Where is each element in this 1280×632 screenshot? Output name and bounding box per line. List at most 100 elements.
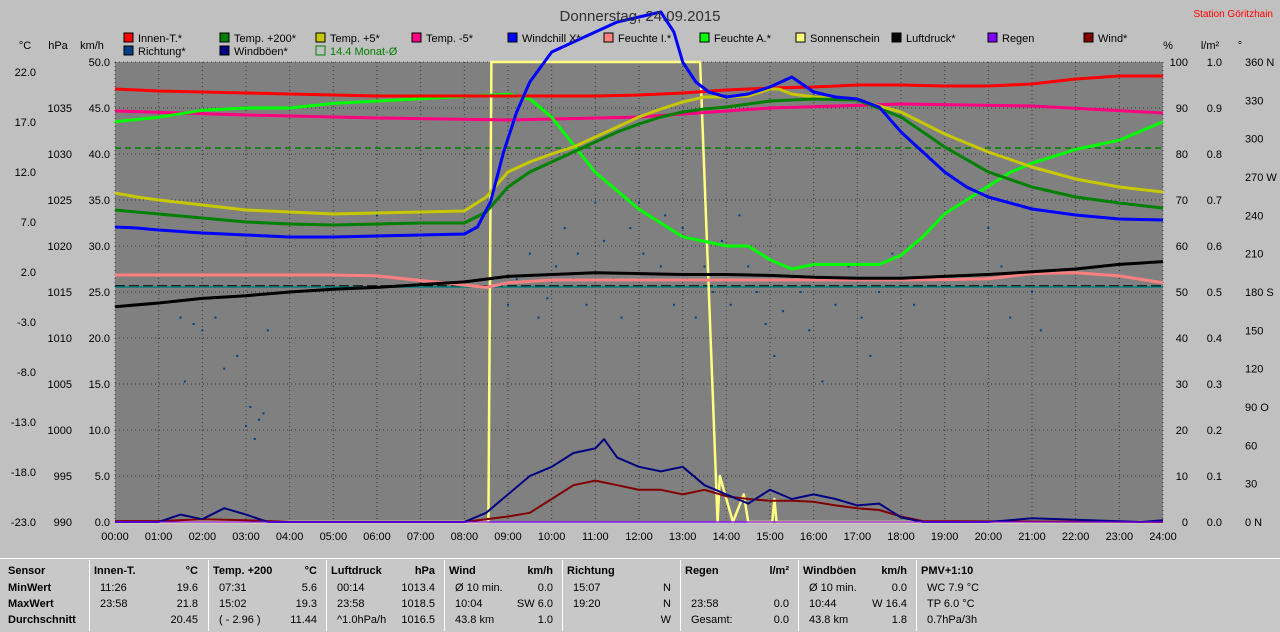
table-cell-time: 43.8 km <box>809 614 849 626</box>
legend-swatch <box>507 32 518 43</box>
x-tick-label: 01:00 <box>145 531 173 543</box>
unit-label: l/m² <box>1201 40 1220 52</box>
table-header: Richtung <box>567 565 615 577</box>
legend-label: Wind* <box>1098 33 1128 45</box>
table-separator <box>562 560 563 631</box>
table-cell-time: 23:58 <box>691 598 719 610</box>
legend-swatch <box>891 32 902 43</box>
direction-point <box>642 252 645 255</box>
x-tick-label: 03:00 <box>232 531 260 543</box>
table-separator <box>326 560 327 631</box>
direction_deg-tick: 330 <box>1245 95 1263 107</box>
direction-point <box>738 214 741 217</box>
direction-point <box>659 265 662 268</box>
direction-point <box>913 303 916 306</box>
direction-point <box>266 329 269 332</box>
rain_lm2-tick: 0.8 <box>1207 149 1222 161</box>
legend-label: Feuchte A.* <box>714 33 772 45</box>
table-cell-time: 07:31 <box>219 582 247 594</box>
stats-table <box>0 558 1280 632</box>
legend-label: 14.4 Monat-Ø <box>330 46 398 58</box>
direction-point <box>603 239 606 242</box>
x-tick-label: 20:00 <box>975 531 1003 543</box>
table-unit: °C <box>304 565 317 577</box>
table-cell-value: 19.6 <box>176 582 198 594</box>
table-header: Windböen <box>803 565 857 577</box>
x-tick-label: 24:00 <box>1149 531 1177 543</box>
direction_deg-tick: 270 W <box>1245 172 1277 184</box>
table-unit: l/m² <box>769 565 789 577</box>
x-tick-label: 21:00 <box>1018 531 1046 543</box>
table-cell-time: 23:58 <box>100 598 128 610</box>
direction-point <box>672 303 675 306</box>
direction-point <box>878 291 881 293</box>
legend-swatch <box>219 32 230 43</box>
unit-label: km/h <box>80 40 104 52</box>
direction-point <box>1009 316 1012 319</box>
table-header: Sensor <box>8 565 46 577</box>
humidity_pct-tick: 20 <box>1176 425 1188 437</box>
table-cell-value: N <box>663 598 671 610</box>
x-tick-label: 06:00 <box>363 531 391 543</box>
temp-tick: 22.0 <box>15 67 36 79</box>
legend: Innen-T.* Temp. +200* Temp. +5* Temp. -5* Wi… <box>123 32 1128 58</box>
direction-point <box>507 303 509 306</box>
direction_deg-tick: 0 N <box>1245 517 1262 529</box>
station-label: Station Göritzhain <box>1194 9 1274 20</box>
table-separator <box>798 560 799 631</box>
table-separator <box>680 560 681 631</box>
direction-point <box>764 322 767 325</box>
x-tick-label: 15:00 <box>756 531 784 543</box>
table-row-label: MinWert <box>8 582 52 594</box>
table-cell-value: 0.0 <box>891 582 907 594</box>
table-cell-time: 19:20 <box>573 598 601 610</box>
direction-point <box>258 418 261 421</box>
x-tick-label: 11:00 <box>582 531 609 543</box>
legend-label: Windböen* <box>234 46 289 58</box>
temp-tick: 12.0 <box>15 167 36 179</box>
legend-label: Luftdruck* <box>906 33 956 45</box>
humidity_pct-tick: 50 <box>1176 287 1188 299</box>
pressure-tick: 1025 <box>48 195 72 207</box>
pressure-tick: 1000 <box>48 425 72 437</box>
direction-point <box>860 316 863 319</box>
direction_deg-tick: 120 <box>1245 364 1263 376</box>
humidity_pct-tick: 90 <box>1176 103 1188 115</box>
table-cell-value: 11.44 <box>290 614 317 626</box>
table-separator <box>916 560 917 631</box>
table-cell-value: 5.6 <box>301 582 317 594</box>
table-cell-value: 1.8 <box>891 614 907 626</box>
direction-point <box>528 252 531 255</box>
direction-point <box>537 316 540 319</box>
unit-label: ° <box>1238 40 1242 52</box>
direction-point <box>720 239 723 242</box>
table-cell-time: ^1.0hPa/h <box>337 614 387 626</box>
x-tick-label: 04:00 <box>276 531 304 543</box>
table-cell-time: 43.8 km <box>455 614 495 626</box>
table-cell-time: ( - 2.96 ) <box>219 614 261 626</box>
pressure-tick: 1020 <box>48 241 72 253</box>
x-tick-label: 02:00 <box>189 531 217 543</box>
direction-point <box>192 322 195 325</box>
x-tick-label: 22:00 <box>1062 531 1090 543</box>
direction-point <box>515 278 518 281</box>
rain_lm2-tick: 0.6 <box>1207 241 1222 253</box>
humidity_pct-tick: 10 <box>1176 471 1188 483</box>
legend-label: Richtung* <box>138 46 186 58</box>
direction-point <box>1039 329 1042 332</box>
temp-tick: 7.0 <box>21 217 36 229</box>
direction-point <box>376 214 378 217</box>
direction-point <box>563 227 566 230</box>
wind_kmh-tick: 30.0 <box>89 241 110 253</box>
direction-point <box>987 227 990 230</box>
table-cell-value: 20.45 <box>170 614 198 626</box>
direction-point <box>755 291 758 293</box>
table-cell-value: 19.3 <box>295 598 317 610</box>
legend-swatch <box>1083 32 1094 43</box>
table-cell-value: 1.0 <box>537 614 553 626</box>
table-cell-value: 1013.4 <box>401 582 435 594</box>
direction-point <box>620 316 623 319</box>
table-cell-time: Ø 10 min. <box>809 582 857 594</box>
temp-tick: -23.0 <box>11 517 36 529</box>
wind_kmh-tick: 35.0 <box>89 195 110 207</box>
